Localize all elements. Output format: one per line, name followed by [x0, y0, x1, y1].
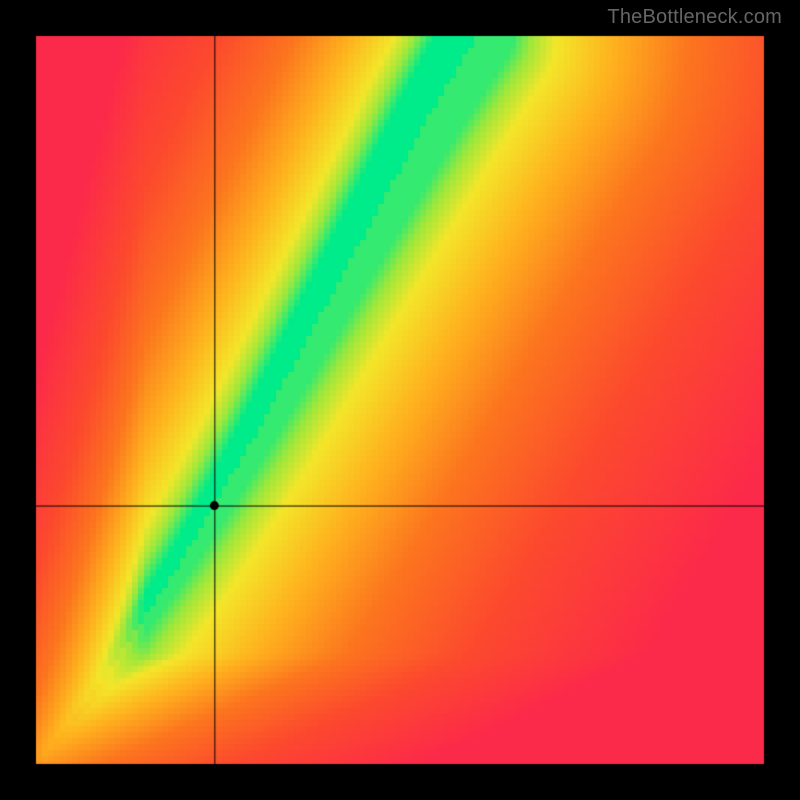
- watermark-label: TheBottleneck.com: [607, 6, 782, 29]
- chart-container: TheBottleneck.com: [0, 0, 800, 800]
- bottleneck-heatmap: [0, 0, 800, 800]
